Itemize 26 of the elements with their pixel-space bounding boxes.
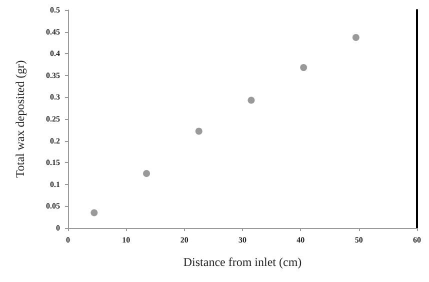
y-tick-label: 0.05 bbox=[46, 202, 60, 211]
y-tick-label: 0.2 bbox=[50, 136, 60, 146]
x-tick-label: 0 bbox=[66, 236, 70, 244]
point bbox=[300, 64, 308, 72]
x-tick-label: 60 bbox=[413, 236, 421, 244]
x-tick-label: 40 bbox=[296, 236, 305, 244]
point bbox=[195, 128, 202, 135]
x-tick-label: 10 bbox=[122, 236, 130, 244]
y-tick-label: 0 bbox=[56, 224, 60, 232]
y-axis-title: Total wax deposited (gr) bbox=[13, 60, 27, 178]
point bbox=[143, 170, 150, 177]
x-tick-label: 50 bbox=[354, 236, 363, 244]
y-tick-label: 0.15 bbox=[46, 158, 60, 168]
point bbox=[248, 96, 255, 104]
y-tick-label: 0.3 bbox=[50, 92, 60, 102]
y-tick-label: 0.5 bbox=[50, 6, 60, 14]
x-tick-label: 30 bbox=[238, 236, 246, 244]
x-axis-title: Distance from inlet (cm) bbox=[183, 255, 302, 269]
y-tick-label: 0.45 bbox=[46, 27, 60, 36]
point bbox=[90, 209, 98, 216]
point bbox=[352, 34, 360, 41]
y-tick-label: 0.4 bbox=[50, 49, 60, 58]
y-tick-label: 0.25 bbox=[46, 114, 60, 124]
y-tick-label: 0.1 bbox=[50, 180, 60, 189]
y-tick-label: 0.35 bbox=[46, 70, 60, 80]
x-tick-label: 20 bbox=[180, 236, 188, 244]
